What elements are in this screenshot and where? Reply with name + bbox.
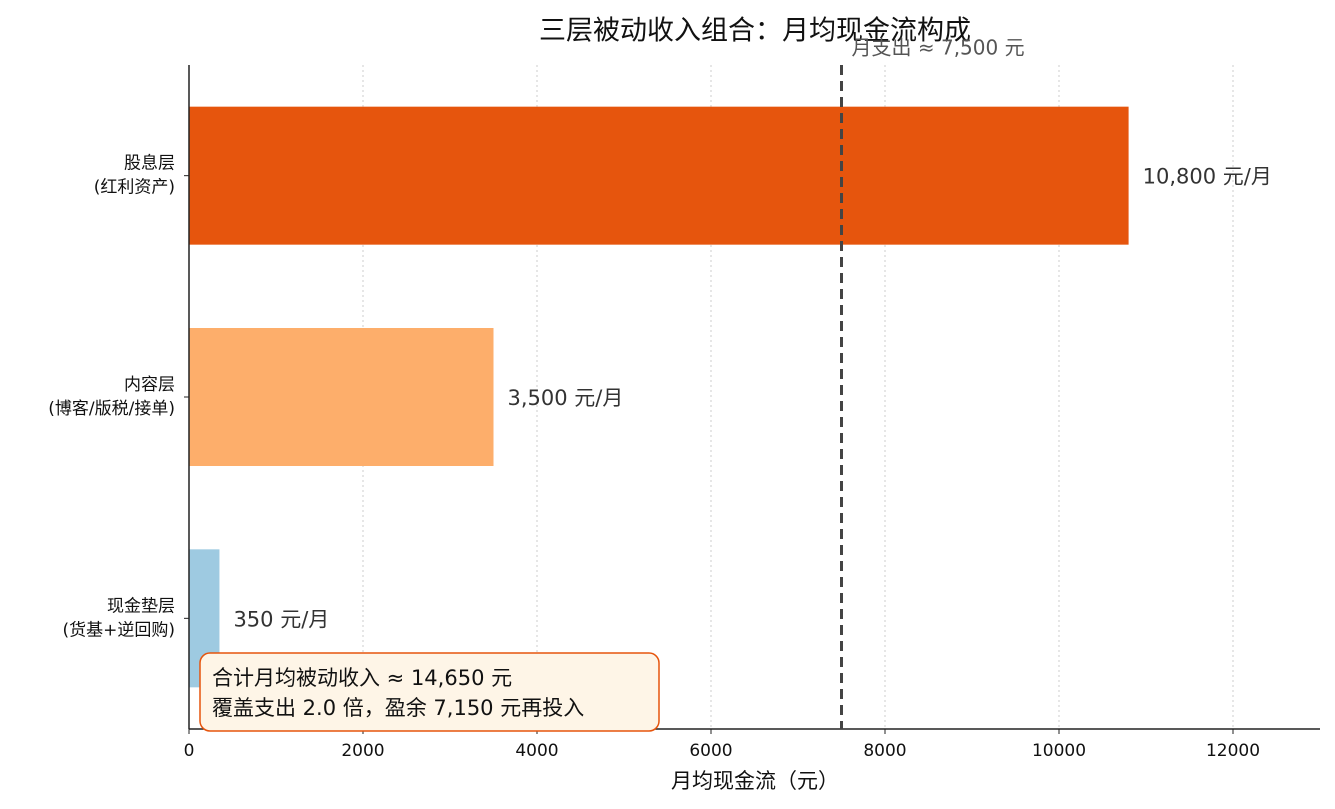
- x-tick-label: 4000: [515, 741, 558, 761]
- x-axis-label: 月均现金流（元）: [671, 769, 839, 793]
- value-label: 10,800 元/月: [1143, 165, 1272, 189]
- value-label: 3,500 元/月: [508, 386, 624, 410]
- bar: [189, 106, 1129, 245]
- annotation-text: 覆盖支出 2.0 倍，盈余 7,150 元再投入: [212, 696, 584, 720]
- reference-label: 月支出 ≈ 7,500 元: [852, 36, 1025, 60]
- x-tick-label: 0: [184, 741, 195, 761]
- annotation-box: [199, 652, 660, 732]
- bar: [189, 328, 494, 466]
- y-tick-label: 股息层(红利资产): [94, 154, 175, 198]
- x-tick-label: 8000: [863, 741, 906, 761]
- chart-title: 三层被动收入组合：月均现金流构成: [539, 16, 971, 47]
- x-tick-label: 12000: [1206, 741, 1260, 761]
- value-label: 350 元/月: [233, 607, 329, 631]
- annotation-text: 合计月均被动收入 ≈ 14,650 元: [212, 666, 512, 690]
- x-tick-label: 6000: [689, 741, 732, 761]
- y-tick-label: 现金垫层(货基+逆回购): [62, 596, 175, 640]
- y-tick-label: 内容层(博客/版税/接单): [48, 375, 175, 419]
- x-tick-label: 2000: [341, 741, 384, 761]
- x-tick-label: 10000: [1032, 741, 1086, 761]
